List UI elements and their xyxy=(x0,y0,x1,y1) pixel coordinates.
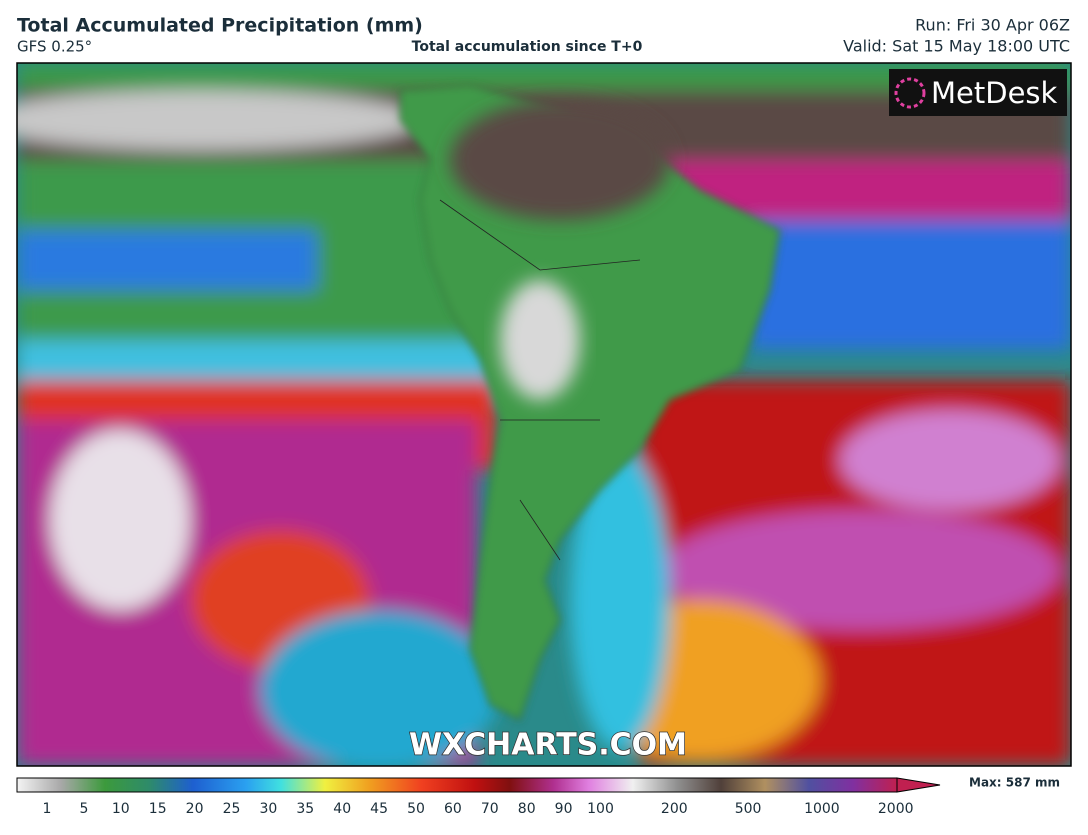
logo-text: MetDesk xyxy=(931,76,1058,110)
subtitle: Total accumulation since T+0 xyxy=(412,39,643,55)
max-label: Max: 587 mm xyxy=(969,776,1060,790)
colorbar-tick-label: 200 xyxy=(661,801,688,817)
colorbar-tick-label: 15 xyxy=(149,801,167,817)
colorbar-tick-label: 1 xyxy=(43,801,52,817)
run: Run: Fri 30 Apr 06Z xyxy=(915,16,1070,35)
watermark: WXCHARTS.COM xyxy=(409,728,687,763)
colorbar-tick-label: 1000 xyxy=(804,801,840,817)
colorbar-tick-label: 45 xyxy=(370,801,388,817)
colorbar-tick-label: 40 xyxy=(333,801,351,817)
colorbar-tick-label: 50 xyxy=(407,801,425,817)
colorbar-tick-label: 70 xyxy=(481,801,499,817)
colorbar-tick-label: 5 xyxy=(79,801,88,817)
map: MetDesk WXCHARTS.COM xyxy=(17,63,1071,766)
map-frame xyxy=(16,62,1072,767)
colorbar-tick-label: 2000 xyxy=(878,801,914,817)
logo-box xyxy=(889,69,1067,116)
valid: Valid: Sat 15 May 18:00 UTC xyxy=(843,37,1070,56)
colorbar-tick-label: 25 xyxy=(223,801,241,817)
colorbar-tick-label: 100 xyxy=(587,801,614,817)
logo-icon xyxy=(894,77,926,109)
colorbar-tick-label: 90 xyxy=(555,801,573,817)
colorbar-ticks: 1 5 10 15 20 25 30 35 40 45 50 60 70 80 90 100 200 500 100… xyxy=(43,801,914,817)
colorbar-tick-label: 60 xyxy=(444,801,462,817)
colorbar-tick-label: 80 xyxy=(518,801,536,817)
colorbar-tick-label: 30 xyxy=(259,801,277,817)
colorbar-tick-label: 35 xyxy=(296,801,314,817)
colorbar-tick-label: 20 xyxy=(186,801,204,817)
colorbar-arrow xyxy=(896,777,941,793)
colorbar xyxy=(16,777,898,793)
model: GFS 0.25° xyxy=(17,38,92,56)
colorbar-tick-label: 10 xyxy=(112,801,130,817)
colorbar-tick-label: 500 xyxy=(735,801,762,817)
title: Total Accumulated Precipitation (mm) xyxy=(17,15,423,37)
